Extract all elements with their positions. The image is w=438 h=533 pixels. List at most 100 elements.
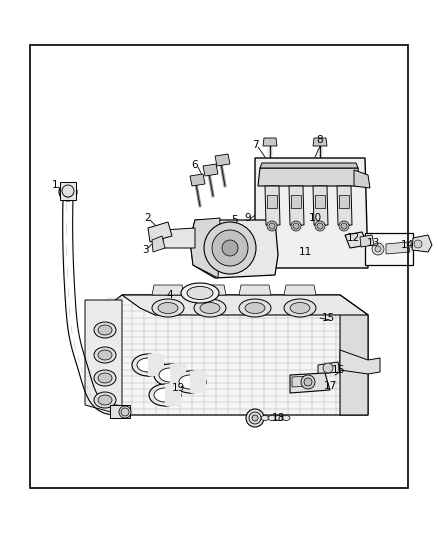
Polygon shape — [152, 285, 184, 295]
Circle shape — [293, 223, 299, 229]
Ellipse shape — [154, 388, 176, 402]
Ellipse shape — [261, 416, 269, 421]
Polygon shape — [105, 295, 368, 415]
Ellipse shape — [132, 354, 164, 376]
Ellipse shape — [154, 364, 186, 386]
Bar — [365, 233, 413, 265]
Circle shape — [372, 243, 384, 255]
Polygon shape — [289, 186, 304, 225]
Ellipse shape — [194, 299, 226, 317]
Polygon shape — [239, 285, 271, 295]
Circle shape — [119, 406, 131, 418]
Polygon shape — [386, 242, 410, 254]
Ellipse shape — [174, 371, 206, 393]
Polygon shape — [163, 228, 195, 248]
Ellipse shape — [98, 350, 112, 360]
Polygon shape — [122, 295, 368, 315]
Circle shape — [269, 223, 275, 229]
Circle shape — [252, 415, 258, 421]
Polygon shape — [215, 154, 230, 166]
Polygon shape — [315, 195, 325, 208]
Polygon shape — [194, 285, 226, 295]
Ellipse shape — [200, 303, 220, 313]
Polygon shape — [148, 222, 172, 242]
Ellipse shape — [158, 303, 178, 313]
Polygon shape — [258, 168, 360, 186]
Circle shape — [222, 240, 238, 256]
Text: 19: 19 — [171, 383, 185, 393]
Text: 6: 6 — [192, 160, 198, 170]
Polygon shape — [284, 285, 316, 295]
Circle shape — [375, 246, 381, 252]
Polygon shape — [190, 220, 278, 278]
Circle shape — [249, 412, 261, 424]
Circle shape — [246, 409, 264, 427]
Circle shape — [304, 378, 312, 386]
Ellipse shape — [152, 299, 184, 317]
Text: 1: 1 — [52, 180, 58, 190]
Circle shape — [341, 223, 347, 229]
Ellipse shape — [98, 395, 112, 405]
Polygon shape — [85, 300, 122, 415]
Circle shape — [315, 221, 325, 231]
Text: 16: 16 — [332, 365, 345, 375]
Ellipse shape — [98, 373, 112, 383]
Polygon shape — [291, 195, 301, 208]
Polygon shape — [340, 295, 368, 415]
Polygon shape — [313, 138, 327, 146]
Polygon shape — [340, 350, 380, 374]
Circle shape — [291, 221, 301, 231]
Text: 14: 14 — [400, 240, 413, 250]
Polygon shape — [60, 182, 76, 200]
Polygon shape — [165, 384, 181, 406]
Text: 17: 17 — [323, 381, 337, 391]
Circle shape — [267, 221, 277, 231]
Ellipse shape — [159, 368, 181, 382]
Polygon shape — [190, 174, 205, 186]
Text: 2: 2 — [145, 213, 151, 223]
Circle shape — [212, 230, 248, 266]
Polygon shape — [170, 364, 186, 386]
Circle shape — [59, 183, 77, 201]
Ellipse shape — [268, 416, 276, 421]
Circle shape — [323, 363, 333, 373]
Circle shape — [121, 408, 129, 416]
Ellipse shape — [282, 416, 290, 421]
Text: 18: 18 — [272, 413, 285, 423]
Text: 4: 4 — [167, 290, 173, 300]
Text: 7: 7 — [252, 140, 258, 150]
Ellipse shape — [94, 392, 116, 408]
Ellipse shape — [187, 287, 213, 300]
Ellipse shape — [275, 416, 283, 421]
Polygon shape — [148, 354, 164, 376]
Ellipse shape — [137, 358, 159, 372]
Text: 8: 8 — [317, 135, 323, 145]
Ellipse shape — [181, 283, 219, 303]
Polygon shape — [318, 362, 340, 374]
Polygon shape — [110, 405, 130, 418]
Polygon shape — [190, 218, 220, 278]
Polygon shape — [292, 376, 312, 387]
Ellipse shape — [179, 375, 201, 389]
Ellipse shape — [98, 325, 112, 335]
Bar — [30, 45, 408, 488]
Ellipse shape — [245, 303, 265, 313]
Polygon shape — [255, 158, 368, 268]
Circle shape — [339, 221, 349, 231]
Circle shape — [414, 240, 422, 248]
Ellipse shape — [94, 370, 116, 386]
Ellipse shape — [149, 384, 181, 406]
Polygon shape — [260, 163, 358, 168]
Polygon shape — [265, 186, 280, 225]
Circle shape — [62, 185, 74, 197]
Polygon shape — [190, 371, 206, 393]
Polygon shape — [339, 195, 349, 208]
Polygon shape — [337, 186, 352, 225]
Text: 12: 12 — [346, 233, 360, 243]
Text: 13: 13 — [366, 238, 380, 248]
Circle shape — [301, 375, 315, 389]
Text: 5: 5 — [232, 215, 238, 225]
Polygon shape — [203, 164, 218, 176]
Text: 11: 11 — [298, 247, 311, 257]
Circle shape — [204, 222, 256, 274]
